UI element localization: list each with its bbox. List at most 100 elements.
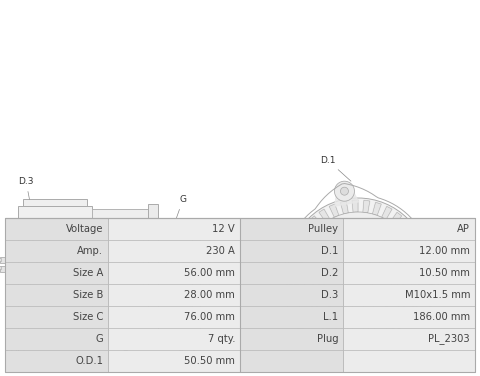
Bar — [0, 266, 8, 272]
Text: 7 qty.: 7 qty. — [207, 334, 235, 344]
Polygon shape — [404, 229, 417, 240]
Bar — [240, 284, 343, 306]
Bar — [108, 284, 240, 306]
Polygon shape — [330, 297, 344, 312]
Bar — [148, 204, 158, 326]
Polygon shape — [330, 224, 344, 238]
Polygon shape — [294, 287, 307, 297]
Text: D.1: D.1 — [320, 156, 351, 181]
Polygon shape — [296, 234, 310, 244]
Bar — [343, 262, 475, 284]
Text: D.J: D.J — [261, 264, 273, 273]
Polygon shape — [394, 308, 406, 320]
Polygon shape — [306, 304, 318, 316]
Polygon shape — [363, 200, 370, 213]
Bar — [5, 262, 108, 284]
Text: D.2: D.2 — [321, 268, 338, 278]
Bar — [343, 328, 475, 350]
Text: O.D.1: O.D.1 — [75, 356, 103, 366]
Polygon shape — [390, 212, 402, 225]
Polygon shape — [302, 224, 315, 236]
Polygon shape — [409, 239, 422, 249]
Text: Plug: Plug — [317, 334, 338, 344]
Circle shape — [171, 260, 179, 268]
Bar — [343, 218, 475, 240]
Text: C: C — [122, 344, 128, 353]
Bar — [5, 218, 475, 372]
Text: O.D.1: O.D.1 — [212, 252, 221, 276]
Circle shape — [310, 220, 406, 316]
Bar — [92, 209, 148, 321]
Polygon shape — [352, 200, 358, 212]
Bar — [5, 284, 108, 306]
Circle shape — [340, 187, 348, 195]
Polygon shape — [386, 314, 397, 327]
Text: Size B: Size B — [73, 290, 103, 300]
Circle shape — [336, 246, 380, 290]
Polygon shape — [415, 279, 434, 302]
Bar — [0, 257, 8, 263]
Bar — [92, 309, 148, 321]
Polygon shape — [407, 292, 420, 302]
Polygon shape — [352, 306, 364, 316]
Text: 230 A: 230 A — [206, 246, 235, 256]
Bar — [240, 262, 343, 284]
Polygon shape — [401, 300, 414, 312]
Bar — [97, 229, 143, 301]
Polygon shape — [372, 202, 381, 215]
Polygon shape — [372, 224, 386, 238]
Bar — [240, 350, 343, 372]
Polygon shape — [412, 250, 425, 258]
Circle shape — [288, 308, 308, 328]
Text: Amp.: Amp. — [77, 246, 103, 256]
Text: L.1: L.1 — [323, 312, 338, 322]
Bar — [240, 218, 343, 240]
Bar — [18, 206, 92, 324]
Text: D.3: D.3 — [18, 177, 34, 199]
Text: Voltage: Voltage — [66, 224, 103, 234]
Polygon shape — [324, 317, 335, 330]
Polygon shape — [292, 245, 305, 253]
Text: G: G — [176, 195, 187, 219]
Polygon shape — [293, 300, 316, 324]
Bar — [158, 222, 192, 308]
Polygon shape — [314, 311, 326, 324]
Circle shape — [335, 181, 354, 201]
Bar — [6, 256, 18, 272]
Polygon shape — [387, 282, 402, 296]
Text: 12.00 mm: 12.00 mm — [419, 246, 470, 256]
Polygon shape — [310, 216, 322, 228]
Bar — [343, 284, 475, 306]
Bar — [108, 306, 240, 328]
Text: A: A — [178, 348, 184, 357]
Polygon shape — [290, 268, 302, 274]
Text: AP: AP — [457, 224, 470, 234]
Polygon shape — [346, 323, 353, 336]
Bar — [92, 209, 148, 221]
Bar — [5, 350, 108, 372]
Polygon shape — [346, 254, 370, 282]
Polygon shape — [358, 324, 364, 336]
Polygon shape — [387, 240, 402, 255]
Bar — [343, 240, 475, 262]
Polygon shape — [368, 322, 375, 335]
Bar — [5, 240, 108, 262]
Polygon shape — [310, 262, 321, 274]
Polygon shape — [314, 282, 328, 296]
Circle shape — [288, 198, 428, 338]
Text: D.1: D.1 — [321, 246, 338, 256]
Bar — [0, 258, 1, 261]
Bar — [5, 218, 108, 240]
Polygon shape — [290, 256, 303, 263]
Bar — [343, 350, 475, 372]
Text: Pulley: Pulley — [309, 224, 338, 234]
Circle shape — [427, 291, 435, 299]
Polygon shape — [410, 282, 424, 291]
Bar — [343, 306, 475, 328]
Bar — [23, 199, 87, 206]
Text: 50.50 mm: 50.50 mm — [184, 356, 235, 366]
Bar — [240, 240, 343, 262]
Bar — [5, 306, 108, 328]
Bar — [108, 350, 240, 372]
Bar — [0, 266, 1, 269]
